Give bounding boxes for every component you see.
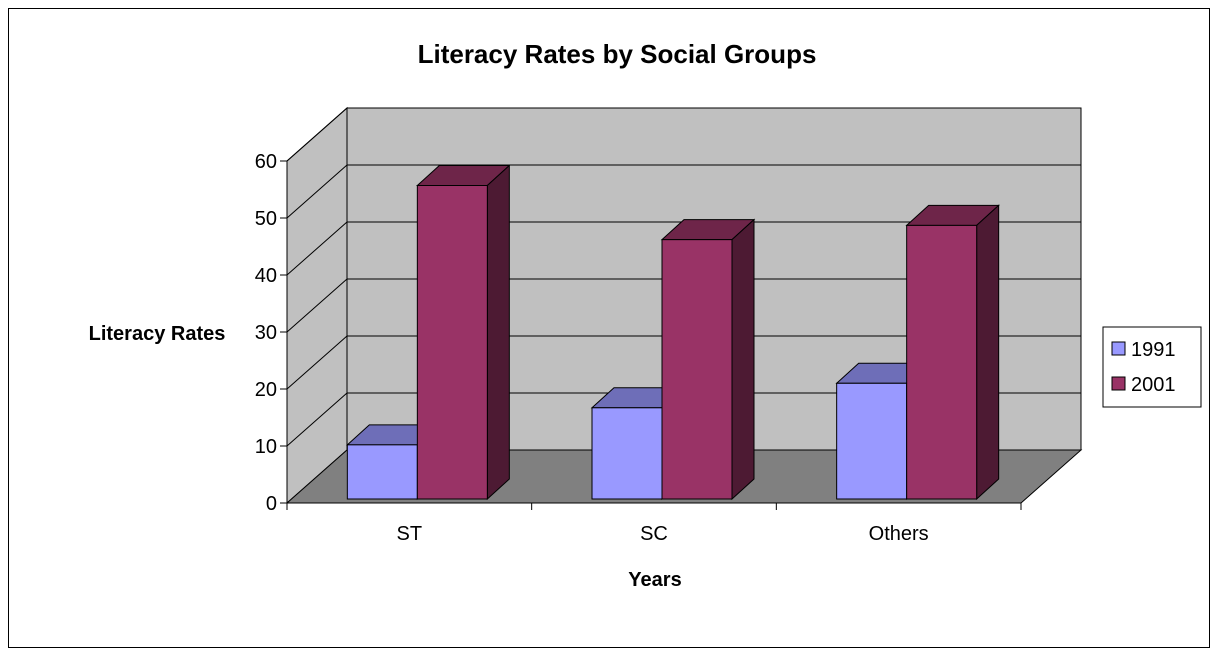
bar-front — [906, 224, 978, 500]
chart-gridlines — [286, 107, 1081, 447]
chart-area: 0 10 20 30 40 50 60 ST SC Others Literacy Rates b… — [89, 39, 1202, 591]
x-tick-label: ST — [397, 523, 423, 545]
bar-front — [661, 239, 733, 500]
bar-2001-SC — [660, 218, 756, 501]
chart-frame: 0 10 20 30 40 50 60 ST SC Others Literacy Rates b… — [8, 8, 1210, 648]
y-tick-label: 0 — [266, 493, 277, 515]
gridline — [286, 221, 1081, 276]
y-tick-label: 60 — [255, 151, 277, 173]
gridline — [286, 164, 1081, 219]
bar-front — [346, 444, 418, 500]
bar-front — [591, 407, 663, 500]
x-tick-label: Others — [869, 523, 929, 545]
legend-swatch-2001 — [1111, 376, 1126, 391]
bar-2001-ST — [416, 164, 511, 501]
legend: 1991 2001 — [1102, 326, 1202, 408]
x-tick-label: SC — [640, 523, 668, 545]
legend-label-2001: 2001 — [1131, 374, 1176, 396]
x-axis-title: Years — [628, 569, 681, 591]
y-tick-label: 20 — [255, 379, 277, 401]
bar-side — [976, 204, 1000, 501]
legend-box — [1102, 326, 1202, 408]
y-tick-label: 40 — [255, 265, 277, 287]
y-tick-label: 10 — [255, 436, 277, 458]
bar-side — [486, 164, 510, 501]
legend-swatch-1991 — [1111, 341, 1126, 356]
gridline — [286, 107, 1081, 162]
y-tick-label: 30 — [255, 322, 277, 344]
legend-label-1991: 1991 — [1131, 339, 1176, 361]
gridline — [286, 278, 1081, 333]
y-axis-title: Literacy Rates — [89, 323, 226, 345]
bar-side — [731, 218, 755, 501]
chart-title: Literacy Rates by Social Groups — [418, 39, 817, 69]
y-tick-label: 50 — [255, 208, 277, 230]
bar-front — [836, 382, 908, 500]
bar-2001-Others — [905, 204, 1000, 501]
gridline — [286, 335, 1081, 390]
bar-front — [416, 185, 488, 500]
chart-axes: 0 10 20 30 40 50 60 ST SC Others — [255, 151, 1022, 545]
chart-bars — [346, 164, 1000, 501]
